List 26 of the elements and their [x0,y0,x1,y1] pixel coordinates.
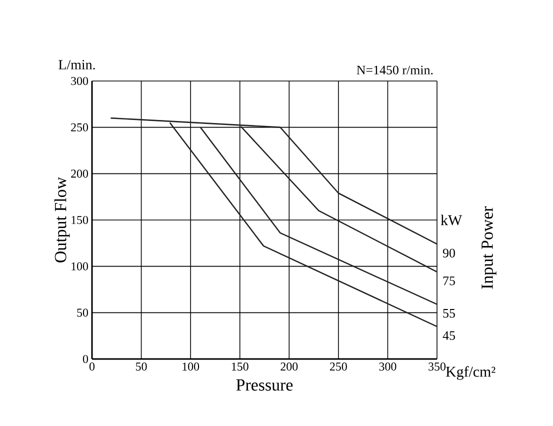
x-tick-label: 250 [330,362,347,371]
text: Kgf/cm² [446,366,496,380]
x-tick-label: 150 [232,362,248,371]
text: N=1450 r/min. [356,66,433,74]
x-tick-label: 350 [428,362,446,371]
x-tick-label: 0 [89,362,95,371]
y-tick-label: 50 [77,308,88,317]
series-label: 90 [442,248,455,258]
y-tick-label: 0 [82,354,88,364]
x-tick-label: 100 [182,362,200,371]
x-tick-label: 200 [280,362,298,371]
y-axis-title: Output Flow [54,177,70,262]
y2-axis-title: Input Power [482,206,496,289]
x-tick-label: 50 [136,362,147,371]
series-label: 55 [443,309,455,318]
x-axis-title: Pressure [236,379,293,391]
series-label: 45 [442,331,455,340]
legend-title: kW [440,214,462,226]
y-tick-label: 200 [71,170,88,178]
series-label: 75 [443,276,455,286]
y-tick-label: 100 [72,262,88,270]
y-tick-label: 150 [72,216,88,224]
y-tick-label: 300 [71,76,88,86]
x-tick-label: 300 [379,362,396,371]
y-tick-label: 250 [71,123,88,132]
text: L/min. [58,60,95,70]
